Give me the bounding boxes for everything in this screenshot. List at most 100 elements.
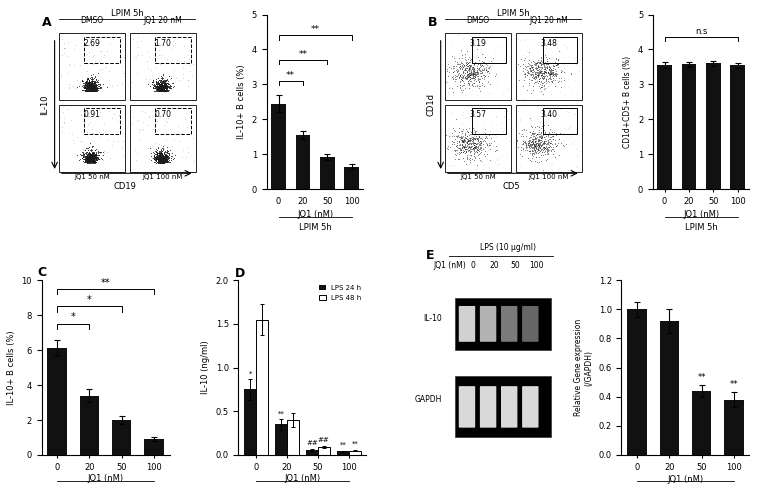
Point: [151, 85, 164, 92]
Point: [90, 154, 102, 162]
Point: [526, 66, 538, 74]
Point: [157, 153, 169, 161]
Point: [79, 153, 92, 161]
Point: [471, 64, 483, 72]
Point: [79, 84, 92, 91]
Point: [526, 63, 538, 71]
Point: [154, 157, 167, 165]
Point: [149, 81, 161, 89]
Point: [88, 151, 100, 159]
Point: [469, 130, 481, 137]
Point: [534, 66, 547, 74]
Point: [475, 137, 487, 145]
Point: [76, 77, 89, 85]
Text: ##: ##: [306, 440, 318, 446]
Point: [158, 155, 170, 163]
Point: [469, 58, 481, 66]
Point: [532, 73, 544, 81]
Point: [155, 148, 167, 155]
Point: [95, 148, 107, 156]
Point: [80, 84, 92, 92]
Point: [532, 71, 544, 79]
Point: [533, 69, 545, 76]
Point: [154, 77, 167, 85]
Point: [85, 152, 97, 160]
Point: [500, 38, 512, 45]
Point: [148, 78, 160, 86]
Point: [86, 157, 98, 165]
Point: [459, 140, 471, 148]
Point: [153, 152, 165, 160]
Point: [162, 158, 174, 166]
Point: [85, 155, 97, 163]
Point: [82, 154, 94, 162]
Point: [155, 155, 167, 163]
Point: [86, 87, 98, 95]
Point: [157, 84, 170, 91]
Point: [78, 79, 90, 87]
Text: 20: 20: [489, 261, 499, 270]
Point: [534, 69, 546, 76]
Point: [158, 155, 170, 163]
Text: LPS (10 μg/ml): LPS (10 μg/ml): [480, 243, 536, 252]
Point: [160, 84, 173, 92]
Point: [535, 58, 547, 65]
Point: [535, 142, 547, 150]
Point: [154, 85, 167, 92]
Point: [468, 144, 480, 151]
Point: [531, 103, 544, 110]
Point: [88, 87, 100, 94]
Point: [441, 65, 453, 73]
Point: [154, 81, 167, 89]
Text: CD5: CD5: [503, 182, 520, 191]
Point: [156, 155, 168, 163]
Point: [153, 157, 165, 165]
Point: [465, 139, 477, 147]
Point: [67, 139, 79, 147]
Point: [88, 83, 100, 91]
Point: [155, 155, 167, 163]
Point: [83, 154, 95, 162]
Point: [464, 75, 476, 83]
Point: [547, 68, 559, 76]
Point: [529, 60, 541, 67]
Point: [154, 86, 167, 94]
Point: [502, 84, 514, 91]
Point: [83, 81, 95, 89]
Point: [472, 60, 484, 68]
Point: [155, 85, 167, 92]
Point: [480, 133, 492, 141]
Point: [159, 81, 171, 89]
Point: [475, 140, 487, 148]
Point: [472, 75, 484, 82]
Point: [522, 143, 534, 151]
Point: [83, 157, 95, 165]
Point: [550, 70, 562, 77]
Point: [550, 60, 562, 68]
Point: [462, 136, 474, 144]
Point: [154, 77, 167, 85]
Point: [465, 140, 477, 148]
Point: [157, 86, 170, 94]
Point: [466, 38, 478, 46]
Point: [450, 150, 462, 158]
Point: [538, 60, 550, 68]
Point: [148, 59, 160, 66]
Point: [466, 72, 478, 80]
Point: [156, 84, 168, 92]
Point: [187, 134, 199, 142]
Point: [86, 85, 98, 93]
Point: [153, 151, 165, 159]
Point: [155, 52, 167, 60]
Point: [475, 139, 488, 147]
Point: [86, 87, 98, 95]
Point: [544, 63, 556, 71]
Point: [161, 156, 173, 164]
Point: [528, 142, 540, 150]
Point: [89, 155, 101, 163]
Point: [154, 81, 166, 89]
Point: [145, 82, 157, 90]
Point: [472, 85, 484, 92]
Point: [152, 85, 164, 92]
Point: [523, 73, 535, 81]
